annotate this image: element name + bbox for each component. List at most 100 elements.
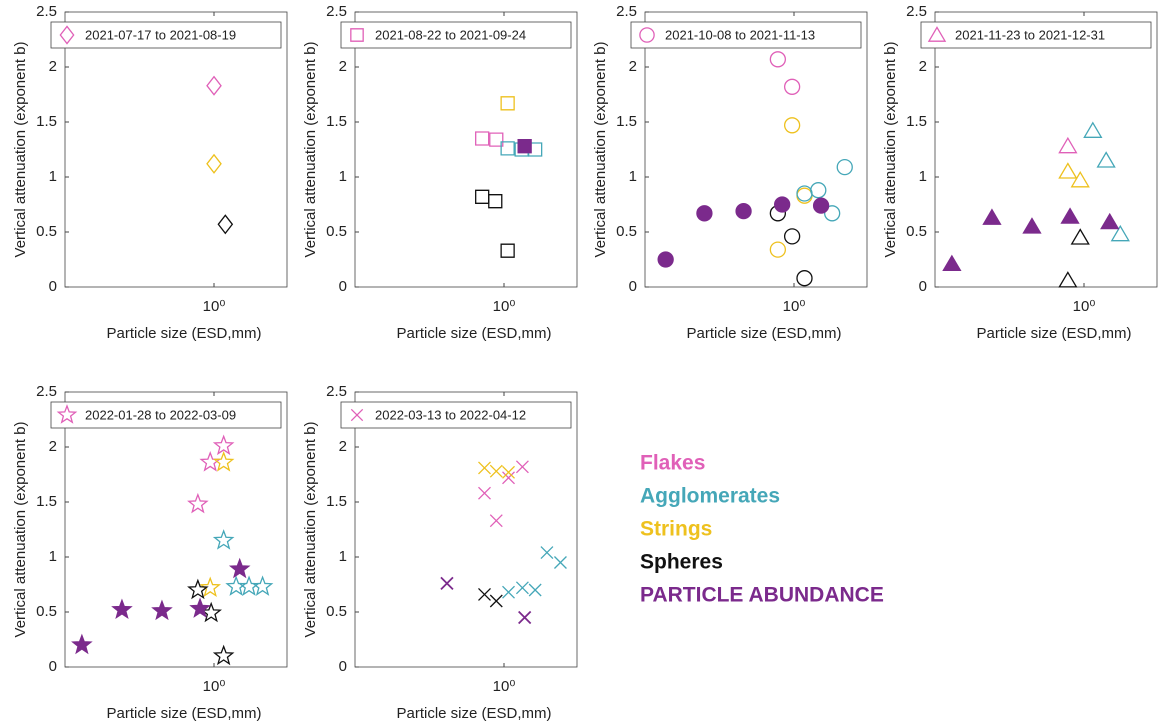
y-axis-label: Vertical attenuation (exponent b): [302, 422, 319, 638]
y-tick-label: 1: [629, 168, 637, 185]
data-point: [1058, 162, 1078, 179]
y-tick-label: 0: [339, 278, 347, 295]
data-point: [206, 75, 222, 96]
x-tick-label: 10⁰: [203, 298, 226, 315]
y-tick-label: 1: [49, 168, 57, 185]
data-point: [489, 594, 503, 608]
legend-box: [50, 401, 282, 429]
data-point: [502, 465, 515, 479]
legend-label: 2021-07-17 to 2021-08-19: [85, 27, 236, 42]
x-axis-label: Particle size (ESD,mm): [106, 705, 261, 722]
legend-marker: [927, 26, 947, 42]
plot-box: [64, 11, 288, 288]
data-point: [1070, 228, 1090, 245]
data-point: [735, 203, 752, 220]
data-point: [1022, 217, 1042, 234]
plot-box: [64, 391, 288, 668]
y-axis-label: Vertical attenuation (exponent b): [882, 42, 899, 258]
data-point: [478, 587, 491, 601]
data-point: [502, 471, 515, 485]
data-point: [151, 599, 173, 621]
data-point: [475, 189, 490, 204]
x-axis-label: Particle size (ESD,mm): [396, 705, 551, 722]
legend-box: [920, 21, 1152, 49]
data-point: [515, 581, 529, 595]
y-tick-label: 1: [49, 548, 57, 565]
plot-box: [644, 11, 868, 288]
y-tick-label: 2.5: [326, 383, 347, 400]
data-point: [500, 243, 515, 258]
y-tick-label: 0: [919, 278, 927, 295]
data-point: [217, 214, 234, 235]
y-tick-label: 1.5: [906, 113, 927, 130]
data-point: [187, 492, 209, 514]
x-axis-label: Particle size (ESD,mm): [106, 325, 261, 342]
data-point: [489, 132, 504, 147]
y-axis-label: Vertical attenuation (exponent b): [302, 42, 319, 258]
data-point: [657, 251, 674, 268]
data-point: [774, 196, 791, 213]
data-point: [769, 205, 787, 222]
legend-marker: [350, 28, 364, 42]
y-tick-label: 0.5: [326, 223, 347, 240]
data-point: [1100, 212, 1120, 230]
data-point: [553, 556, 567, 569]
x-tick-label: 10⁰: [1073, 298, 1096, 315]
data-point: [212, 529, 235, 550]
data-point: [783, 228, 801, 245]
legend-entry: PARTICLE ABUNDANCE: [640, 584, 884, 607]
legend-label: 2022-03-13 to 2022-04-12: [375, 407, 526, 422]
legend-entry: Flakes: [640, 452, 705, 475]
legend-box: [340, 401, 572, 429]
legend-box: [50, 21, 282, 49]
y-tick-label: 2: [339, 438, 347, 455]
data-point: [187, 578, 209, 600]
y-tick-label: 2: [919, 58, 927, 75]
y-tick-label: 1: [339, 168, 347, 185]
legend-box: [630, 21, 862, 49]
data-point: [228, 557, 251, 579]
x-tick-label: 10⁰: [203, 678, 226, 695]
data-point: [502, 585, 515, 599]
data-point: [783, 78, 801, 95]
y-tick-label: 2: [49, 58, 57, 75]
data-point: [812, 197, 830, 214]
data-point: [212, 451, 235, 472]
x-axis-label: Particle size (ESD,mm): [976, 325, 1131, 342]
y-tick-label: 1.5: [326, 493, 347, 510]
plot-box: [354, 11, 578, 288]
data-point: [836, 159, 853, 176]
data-point: [1058, 271, 1078, 288]
y-tick-label: 2.5: [616, 3, 637, 20]
data-point: [189, 597, 211, 618]
data-point: [528, 583, 542, 597]
y-tick-label: 0: [339, 658, 347, 675]
data-point: [206, 153, 222, 174]
data-point: [783, 117, 801, 134]
x-tick-label: 10⁰: [493, 298, 516, 315]
data-point: [500, 141, 515, 156]
y-tick-label: 1.5: [36, 493, 57, 510]
data-point: [71, 633, 93, 655]
data-point: [540, 546, 554, 560]
legend-marker: [350, 408, 364, 422]
legend-box: [340, 21, 572, 49]
legend-marker: [639, 27, 655, 43]
y-tick-label: 2.5: [906, 3, 927, 20]
data-point: [212, 644, 235, 666]
data-point: [500, 96, 515, 111]
data-point: [478, 461, 491, 475]
data-point: [517, 139, 532, 154]
data-point: [518, 610, 532, 625]
y-tick-label: 1.5: [36, 113, 57, 130]
y-axis-label: Vertical attenuation (exponent b): [592, 42, 609, 258]
data-point: [488, 194, 503, 209]
data-point: [1058, 136, 1078, 154]
data-point: [251, 575, 274, 596]
data-point: [1110, 224, 1130, 242]
legend-label: 2022-01-28 to 2022-03-09: [85, 407, 236, 422]
x-axis-label: Particle size (ESD,mm): [686, 325, 841, 342]
y-tick-label: 0.5: [906, 223, 927, 240]
plot-box: [354, 391, 578, 668]
y-tick-label: 1.5: [326, 113, 347, 130]
